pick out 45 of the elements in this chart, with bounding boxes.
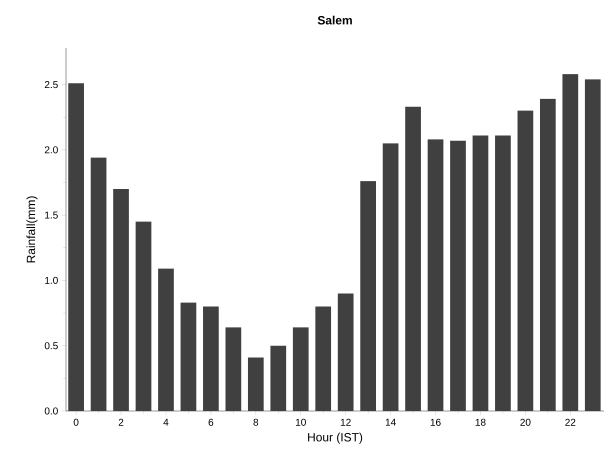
bar	[428, 139, 444, 411]
x-tick-label: 8	[253, 418, 258, 426]
chart-title: Salem	[318, 16, 352, 24]
x-tick-label: 14	[386, 418, 396, 426]
bar	[382, 143, 398, 411]
bar	[472, 135, 488, 411]
bar	[518, 110, 534, 411]
bar	[158, 268, 174, 411]
bar	[495, 135, 511, 411]
bar	[584, 79, 601, 411]
bar	[225, 327, 242, 411]
bar	[68, 83, 84, 411]
x-tick-label: 20	[520, 418, 531, 426]
bar	[90, 158, 106, 411]
y-tick-label: 1.5	[45, 212, 58, 219]
x-tick-label: 0	[74, 418, 78, 426]
bar	[562, 74, 578, 411]
x-tick-label: 12	[340, 418, 351, 426]
x-axis-title: Hour (IST)	[308, 432, 362, 444]
x-tick-label: 18	[476, 418, 486, 426]
x-tick-label: 22	[565, 418, 576, 426]
x-tick-label: 2	[118, 418, 124, 426]
y-tick-label: 2.5	[44, 81, 58, 88]
bar	[136, 222, 152, 411]
y-tick-label: 1.0	[45, 276, 58, 284]
bar	[405, 106, 421, 411]
bar	[360, 181, 376, 411]
y-tick-label: 0.0	[44, 407, 58, 415]
bar	[450, 140, 466, 411]
y-tick-label: 0.5	[44, 342, 58, 350]
y-tick-label: 2.0	[44, 146, 58, 154]
bar	[248, 357, 264, 411]
bar	[203, 306, 219, 411]
bar	[180, 302, 196, 411]
x-tick-label: 16	[430, 418, 441, 426]
bar	[315, 306, 332, 411]
bar	[540, 98, 556, 411]
y-axis-title: Rainfall(mm)	[26, 196, 38, 262]
bar	[292, 327, 309, 411]
bar	[113, 189, 129, 411]
x-tick-label: 10	[296, 418, 306, 426]
bar	[270, 346, 286, 411]
x-tick-label: 6	[208, 418, 214, 426]
x-tick-label: 4	[163, 418, 168, 426]
bar	[338, 293, 354, 411]
